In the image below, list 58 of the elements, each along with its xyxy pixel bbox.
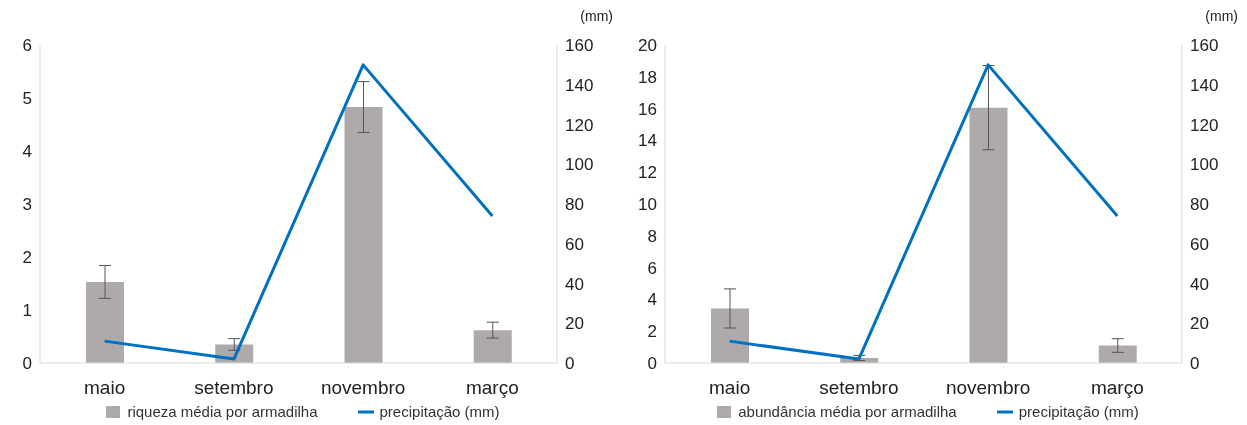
y-tick-label: 6: [647, 258, 657, 278]
x-tick-label: março: [465, 377, 519, 399]
legend-label: precipitação (mm): [1018, 403, 1139, 420]
y2-tick-label: 0: [565, 354, 575, 374]
y2-axis-title: (mm): [580, 8, 613, 24]
y2-tick-label: 60: [565, 234, 584, 254]
bar: [473, 330, 512, 363]
y2-tick-label: 140: [1190, 75, 1219, 95]
y2-tick-label: 140: [565, 75, 594, 95]
legend-label: abundância média por armadilha: [738, 403, 957, 420]
y-tick-label: 0: [647, 354, 657, 374]
x-tick-label: maio: [709, 377, 751, 399]
x-tick-label: novembro: [320, 377, 406, 399]
y2-tick-label: 40: [1190, 274, 1209, 294]
y-tick-label: 2: [22, 248, 32, 268]
y-tick-label: 5: [22, 89, 32, 109]
y-tick-label: 20: [638, 36, 657, 56]
y2-axis-title: (mm): [1205, 8, 1238, 24]
x-tick-label: março: [1090, 377, 1144, 399]
x-tick-label: novembro: [945, 377, 1031, 399]
y2-tick-label: 100: [565, 155, 594, 175]
y2-tick-label: 100: [1190, 155, 1219, 175]
legend-label: precipitação (mm): [379, 403, 500, 420]
y2-tick-label: 80: [1190, 195, 1209, 215]
x-tick-label: setembro: [194, 377, 274, 399]
y-tick-label: 12: [638, 163, 657, 183]
bar: [344, 107, 383, 363]
line-series: [728, 63, 1119, 361]
line-series: [103, 63, 494, 361]
bar: [86, 281, 124, 363]
y-tick-label: 3: [22, 195, 32, 215]
bar: [969, 107, 1008, 363]
y2-tick-label: 120: [1190, 115, 1219, 135]
y-tick-label: 18: [638, 67, 657, 87]
y2-tick-label: 160: [1190, 36, 1219, 56]
y2-tick-label: 120: [565, 115, 594, 135]
y-tick-label: 6: [22, 36, 32, 56]
y2-tick-label: 0: [1190, 354, 1200, 374]
y2-tick-label: 60: [1190, 234, 1209, 254]
bar: [711, 308, 749, 363]
y-tick-label: 8: [647, 226, 657, 246]
y2-tick-label: 20: [1190, 314, 1209, 334]
y2-tick-label: 20: [565, 314, 584, 334]
y2-tick-label: 40: [565, 274, 584, 294]
legend-label: riqueza média por armadilha: [127, 403, 318, 420]
bar: [1098, 345, 1137, 363]
y2-tick-label: 80: [565, 195, 584, 215]
y-tick-label: 16: [638, 99, 657, 119]
x-tick-label: maio: [84, 377, 126, 399]
y-tick-label: 4: [22, 142, 32, 162]
y-tick-label: 0: [22, 354, 32, 374]
x-tick-label: setembro: [819, 377, 899, 399]
y-tick-label: 4: [647, 290, 657, 310]
y-tick-label: 1: [22, 301, 32, 321]
y-tick-label: 14: [638, 131, 657, 151]
y2-tick-label: 160: [565, 36, 594, 56]
y-tick-label: 2: [647, 322, 657, 342]
y-tick-label: 10: [638, 195, 657, 215]
